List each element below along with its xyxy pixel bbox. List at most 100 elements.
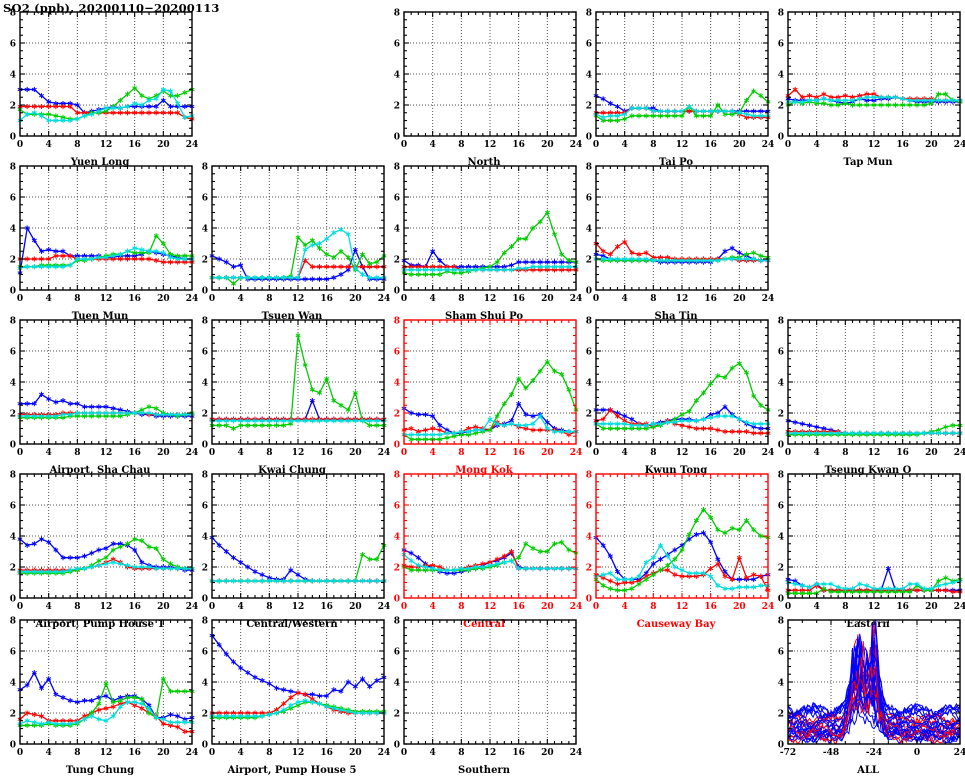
svg-text:20: 20 (157, 448, 170, 458)
svg-text:4: 4 (202, 225, 208, 235)
svg-text:16: 16 (128, 448, 141, 458)
svg-text:6: 6 (586, 194, 592, 204)
svg-text:16: 16 (512, 448, 525, 458)
svg-text:4: 4 (46, 294, 52, 304)
svg-text:0: 0 (785, 140, 791, 150)
svg-text:4: 4 (430, 140, 436, 150)
svg-text:4: 4 (622, 294, 628, 304)
svg-text:12: 12 (484, 448, 497, 458)
panel-label: Causeway Bay (576, 619, 776, 630)
svg-text:2: 2 (202, 256, 208, 266)
svg-text:8: 8 (394, 9, 400, 19)
svg-text:8: 8 (650, 448, 656, 458)
svg-text:2: 2 (10, 410, 16, 420)
svg-text:0: 0 (209, 294, 215, 304)
svg-text:16: 16 (320, 448, 333, 458)
svg-text:12: 12 (292, 294, 305, 304)
svg-text:4: 4 (10, 379, 16, 389)
svg-text:8: 8 (74, 294, 80, 304)
svg-text:4: 4 (586, 71, 592, 81)
svg-text:16: 16 (320, 294, 333, 304)
svg-text:8: 8 (586, 317, 592, 327)
svg-text:0: 0 (778, 441, 784, 451)
svg-text:8: 8 (10, 317, 16, 327)
svg-text:0: 0 (586, 441, 592, 451)
svg-text:8: 8 (202, 317, 208, 327)
svg-text:12: 12 (676, 448, 689, 458)
svg-text:0: 0 (593, 294, 599, 304)
svg-text:8: 8 (74, 140, 80, 150)
svg-text:8: 8 (266, 448, 272, 458)
svg-text:0: 0 (394, 133, 400, 143)
svg-text:8: 8 (74, 448, 80, 458)
svg-text:6: 6 (394, 40, 400, 50)
svg-text:4: 4 (586, 225, 592, 235)
svg-text:6: 6 (586, 348, 592, 358)
svg-text:2: 2 (10, 256, 16, 266)
svg-text:4: 4 (46, 140, 52, 150)
svg-text:0: 0 (593, 140, 599, 150)
panel-label: Tap Mun (768, 157, 965, 168)
svg-text:6: 6 (394, 348, 400, 358)
svg-text:6: 6 (10, 348, 16, 358)
svg-text:2: 2 (10, 102, 16, 112)
svg-text:8: 8 (458, 294, 464, 304)
panel-label: Airport, Pump House 5 (192, 765, 392, 776)
svg-text:8: 8 (458, 140, 464, 150)
svg-text:8: 8 (586, 9, 592, 19)
svg-text:16: 16 (128, 140, 141, 150)
svg-text:2: 2 (394, 102, 400, 112)
svg-text:8: 8 (10, 163, 16, 173)
svg-text:4: 4 (10, 225, 16, 235)
svg-text:0: 0 (401, 294, 407, 304)
svg-text:0: 0 (202, 287, 208, 297)
svg-text:20: 20 (733, 448, 746, 458)
svg-text:8: 8 (394, 317, 400, 327)
svg-text:12: 12 (100, 448, 113, 458)
svg-text:20: 20 (925, 140, 938, 150)
svg-text:20: 20 (349, 448, 362, 458)
svg-text:6: 6 (778, 40, 784, 50)
svg-text:16: 16 (896, 140, 909, 150)
svg-text:2: 2 (778, 102, 784, 112)
svg-text:2: 2 (394, 410, 400, 420)
svg-text:20: 20 (541, 448, 554, 458)
panel-label: Southern (384, 765, 584, 776)
svg-text:8: 8 (778, 9, 784, 19)
svg-text:4: 4 (238, 294, 244, 304)
svg-text:2: 2 (586, 102, 592, 112)
svg-text:4: 4 (394, 379, 400, 389)
panel-label: ALL (768, 765, 965, 776)
svg-text:16: 16 (704, 140, 717, 150)
svg-text:12: 12 (484, 140, 497, 150)
svg-text:6: 6 (202, 348, 208, 358)
svg-text:8: 8 (842, 140, 848, 150)
svg-text:20: 20 (157, 294, 170, 304)
svg-text:4: 4 (430, 294, 436, 304)
svg-text:4: 4 (46, 448, 52, 458)
svg-text:24: 24 (954, 140, 965, 150)
svg-text:0: 0 (586, 133, 592, 143)
svg-text:0: 0 (401, 140, 407, 150)
svg-text:8: 8 (650, 140, 656, 150)
svg-text:4: 4 (814, 140, 820, 150)
svg-text:20: 20 (733, 294, 746, 304)
svg-text:8: 8 (650, 294, 656, 304)
svg-text:6: 6 (202, 194, 208, 204)
svg-text:0: 0 (209, 448, 215, 458)
svg-text:4: 4 (778, 71, 784, 81)
